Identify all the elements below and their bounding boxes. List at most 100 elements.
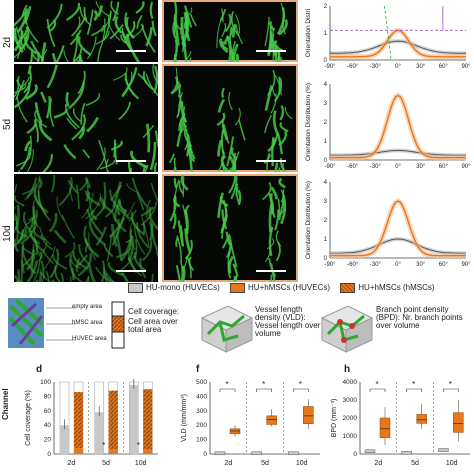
box-coculture: [266, 415, 277, 425]
x-tick-label: -90°: [324, 164, 336, 170]
x-tick-label: -90°: [324, 64, 336, 70]
coculture-band: [330, 92, 466, 161]
mono-line: [330, 40, 466, 54]
y-tick-label: 0: [353, 451, 357, 458]
y-tick-label: 4: [324, 180, 328, 186]
y-axis-label: Orientation Distribution (%): [305, 181, 312, 259]
chart-coverage: 0 20 40 60 80 100 Cell coverage (%) 2d 5d * 10d *: [25, 378, 158, 467]
x-tick-label: 60°: [439, 164, 449, 170]
x-tick-label: 5d: [102, 460, 110, 467]
y-axis-label: Orientation Distribution (%): [305, 83, 312, 161]
y-tick-label: 2: [324, 218, 328, 224]
row-label-10d: 10d: [2, 225, 13, 242]
significance-mark: *: [225, 380, 228, 389]
scale-bar: [116, 160, 146, 162]
x-tick-label: -60°: [347, 262, 359, 268]
significance-bracket: [293, 388, 309, 392]
y-tick-label: 2000: [343, 415, 358, 422]
panel-letter-f: f: [196, 364, 200, 375]
mono-band: [330, 236, 466, 256]
significance-mark: *: [102, 441, 105, 450]
coverage-schematic: [8, 298, 125, 349]
y-tick-label: 100: [196, 437, 207, 444]
x-tick-label: 2d: [224, 460, 232, 467]
box-mono: [438, 448, 449, 452]
significance-mark: *: [299, 380, 302, 389]
coverage-title: Cell coverage:: [128, 307, 180, 316]
coverage-desc: Cell area over total area: [128, 317, 178, 334]
y-tick-label: 500: [196, 379, 207, 386]
significance-mark: *: [137, 441, 140, 450]
x-tick-label: 30°: [416, 262, 426, 268]
panel-letter-d: d: [36, 364, 43, 375]
scale-bar: [116, 270, 146, 272]
y-tick-label: 100: [40, 379, 51, 386]
y-tick-label: 80: [44, 393, 52, 400]
x-tick-label: 10d: [446, 460, 458, 467]
y-tick-label: 300: [196, 408, 207, 415]
significance-bracket: [443, 388, 459, 392]
x-tick-label: 10d: [135, 460, 147, 467]
row-label-5d: 5d: [2, 118, 13, 130]
y-tick-label: 0: [324, 58, 328, 64]
y-tick-label: 400: [196, 393, 207, 400]
x-tick-label: 5d: [261, 460, 269, 467]
coculture-line: [330, 94, 466, 159]
y-tick-label: 1: [324, 237, 328, 243]
x-tick-label: 10d: [296, 460, 308, 467]
bpd-schematic: [320, 305, 374, 353]
micrograph-5d-coculture: [162, 64, 298, 172]
y-tick-label: 0: [203, 451, 207, 458]
x-tick-label: 5d: [411, 460, 419, 467]
chart-bpd: 0 1000 2000 3000 4000 BPD (mm⁻³) 2d * 5d * 10d *: [331, 379, 470, 467]
micrograph-10d-coculture: [162, 174, 298, 282]
y-tick-label: 40: [44, 422, 52, 429]
x-tick-label: 60°: [439, 262, 449, 268]
orientation-plots: 0 1 2 -90° -60° -30° 0° 30° 60° 90° Orientation Di…: [305, 4, 471, 268]
bar-huvec: [108, 448, 118, 454]
significance-bracket: [406, 388, 422, 392]
coculture-band: [330, 198, 466, 259]
y-axis-label: Orientation Distri: [305, 9, 312, 57]
bar-hmsc: [143, 389, 153, 450]
box-coculture: [379, 417, 391, 439]
bar-mono: [60, 425, 69, 454]
reference-line: [384, 5, 392, 61]
bar-hmsc: [108, 390, 118, 449]
y-tick-label: 1: [324, 31, 328, 37]
micrograph-5d-mono: [14, 64, 158, 172]
channel-label: Channel: [1, 388, 10, 420]
y-axis-label: BPD (mm⁻³): [331, 399, 338, 438]
bar-huvec: [143, 449, 153, 454]
significance-mark: *: [449, 380, 452, 389]
micrograph-2d-coculture: [162, 0, 298, 62]
y-tick-label: 20: [44, 437, 52, 444]
x-tick-label: -30°: [370, 64, 382, 70]
scale-bar: [256, 50, 286, 52]
x-tick-label: 0°: [395, 164, 401, 170]
x-tick-label: -60°: [347, 164, 359, 170]
x-tick-label: 2d: [67, 460, 75, 467]
x-tick-label: -90°: [324, 262, 336, 268]
x-tick-label: 0°: [395, 64, 401, 70]
y-tick-label: 60: [44, 408, 52, 415]
label-huvec-area: HUVEC area: [72, 336, 107, 342]
legend-hu-huvec: HU+hMSCs (HUVECs): [230, 283, 330, 293]
x-tick-label: 60°: [439, 64, 449, 70]
y-tick-label: 0: [324, 256, 328, 262]
micrograph-10d-mono: [14, 174, 158, 282]
y-tick-label: 2: [324, 4, 328, 10]
legend-mono: HU-mono (HUVECs): [128, 283, 220, 293]
x-tick-label: 90°: [461, 64, 471, 70]
micrograph-2d-mono: [14, 0, 158, 62]
y-tick-label: 1: [324, 139, 328, 145]
box-mono: [214, 451, 226, 456]
bar-huvec: [74, 448, 83, 454]
x-tick-label: 2d: [374, 460, 382, 467]
x-tick-label: 0°: [395, 262, 401, 268]
vld-text: Vessel length density (VLD): Vessel leng…: [255, 305, 321, 338]
box-mono: [401, 451, 412, 455]
y-tick-label: 3000: [343, 397, 358, 404]
panel-letter-h: h: [344, 364, 351, 375]
mono-line: [330, 150, 466, 156]
